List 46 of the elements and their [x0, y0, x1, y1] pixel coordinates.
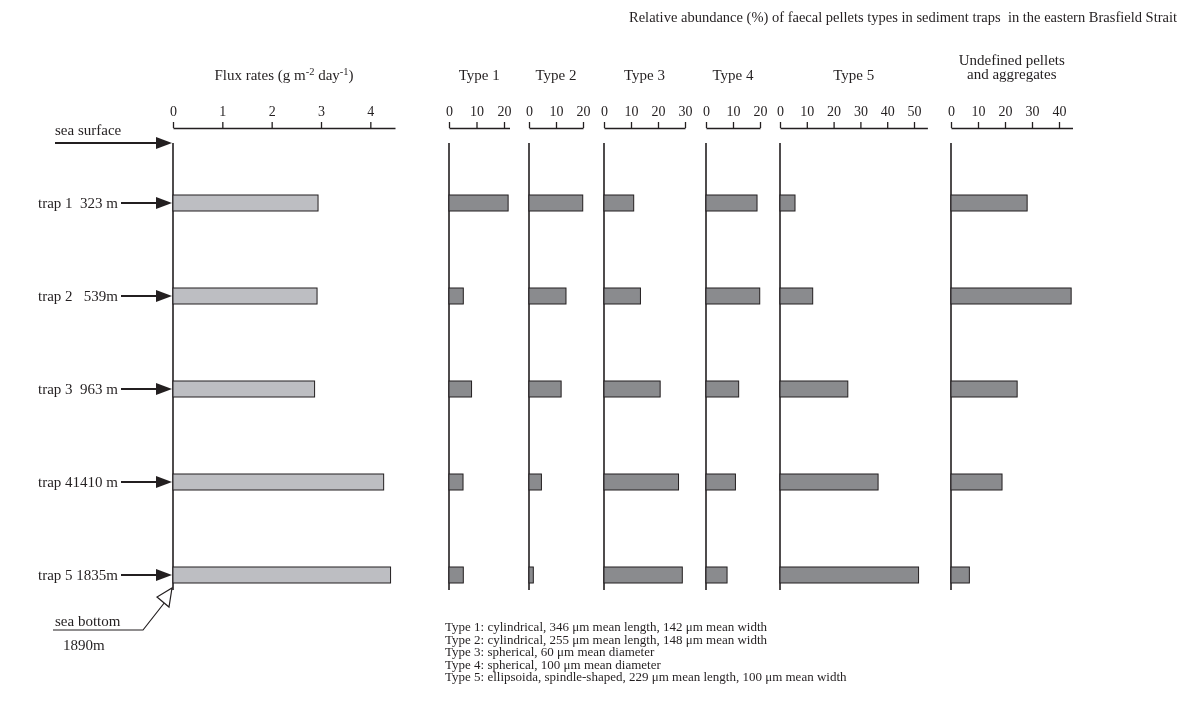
chart-title: Type 4	[712, 67, 755, 83]
x-tick-label: 0	[601, 104, 608, 119]
x-tick-label: 40	[1052, 104, 1067, 119]
chart-title: Type 2	[535, 67, 577, 83]
x-tick-label: 20	[651, 104, 666, 119]
x-tick-label: 0	[526, 104, 533, 119]
y-tick-label: trap 2 539m	[38, 288, 119, 304]
text: Relative abundance (%) of faecal pellets types in sediment traps in the eastern Brasfield Strait	[629, 9, 1177, 26]
chart-title: Flux rates (g m$^{-2}$ day$^{-1}$)	[214, 65, 354, 84]
x-tick-label: 0	[703, 104, 710, 119]
text: sea bottom	[55, 613, 121, 629]
x-tick-label: 10	[726, 104, 741, 119]
x-tick-label: 20	[497, 104, 512, 119]
chart-title: Undefined pellets and aggregates	[958, 52, 1066, 82]
y-tick-label: trap 41410 m	[38, 474, 119, 490]
x-tick-label: 10	[549, 104, 564, 119]
x-tick-label: 10	[800, 104, 815, 119]
x-tick-label: 30	[853, 104, 868, 119]
chart-title: Type 5	[833, 67, 875, 83]
x-tick-label: 4	[367, 104, 375, 119]
text: sea surface	[55, 122, 122, 138]
chart-title: Type 1	[458, 67, 500, 83]
text: Type 1: cylindrical, 346 μm mean length, 142 μm mean width	[445, 619, 768, 634]
x-tick-label: 30	[1025, 104, 1040, 119]
x-tick-label: 20	[998, 104, 1013, 119]
x-tick-label: 40	[880, 104, 895, 119]
x-tick-label: 30	[678, 104, 693, 119]
x-tick-label: 0	[446, 104, 453, 119]
x-tick-label: 2	[268, 104, 276, 119]
x-tick-label: 3	[318, 104, 325, 119]
x-tick-label: 20	[753, 104, 768, 119]
y-tick-label: trap 1 323 m	[38, 195, 119, 211]
chart-title: Type 3	[623, 67, 666, 83]
x-tick-label: 10	[470, 104, 484, 119]
x-tick-label: 0	[777, 104, 784, 119]
y-tick-label: trap 5 1835m	[38, 567, 119, 583]
x-tick-label: 10	[624, 104, 639, 119]
x-tick-label: 0	[170, 104, 177, 119]
y-tick-label: trap 3 963 m	[38, 381, 119, 397]
x-tick-label: 10	[971, 104, 986, 119]
x-tick-label: 50	[907, 104, 922, 119]
x-tick-label: 20	[827, 104, 842, 119]
text: 1890m	[63, 637, 105, 653]
x-tick-label: 1	[219, 104, 227, 119]
x-tick-label: 0	[948, 104, 955, 119]
x-tick-label: 20	[576, 104, 591, 119]
